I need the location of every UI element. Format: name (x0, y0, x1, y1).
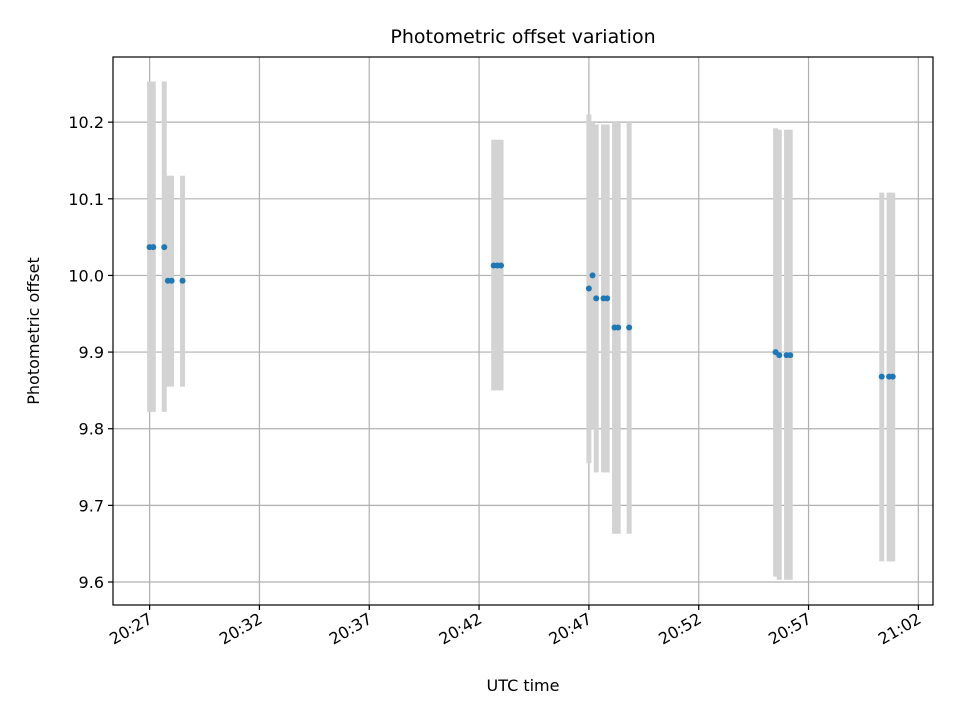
y-tick-label: 9.6 (79, 573, 104, 592)
y-tick-label: 10.2 (68, 113, 104, 132)
y-tick-label: 10.1 (68, 190, 104, 209)
data-point (889, 373, 896, 380)
y-tick-label: 10.0 (68, 266, 104, 285)
y-axis-title: Photometric offset (24, 257, 43, 405)
data-point (604, 295, 611, 302)
data-point (626, 324, 633, 331)
data-point (161, 244, 168, 251)
y-tick-label: 9.9 (79, 343, 104, 362)
data-point (593, 295, 600, 302)
x-axis-title: UTC time (487, 676, 560, 695)
data-point (787, 352, 794, 359)
data-points (146, 244, 896, 380)
data-point (776, 352, 783, 359)
data-point (168, 277, 175, 284)
data-point (615, 324, 622, 331)
data-point (878, 373, 885, 380)
data-point (585, 285, 592, 292)
y-tick-label: 9.8 (79, 420, 104, 439)
data-point (589, 272, 596, 279)
plot-frame (112, 56, 934, 606)
y-tick-label: 9.7 (79, 496, 104, 515)
chart-title: Photometric offset variation (390, 26, 655, 48)
data-point (498, 262, 505, 269)
data-point (150, 244, 157, 251)
data-point (179, 277, 186, 284)
y-axis: 9.6 9.7 9.8 9.9 10.0 10.1 10.2 (68, 113, 113, 592)
